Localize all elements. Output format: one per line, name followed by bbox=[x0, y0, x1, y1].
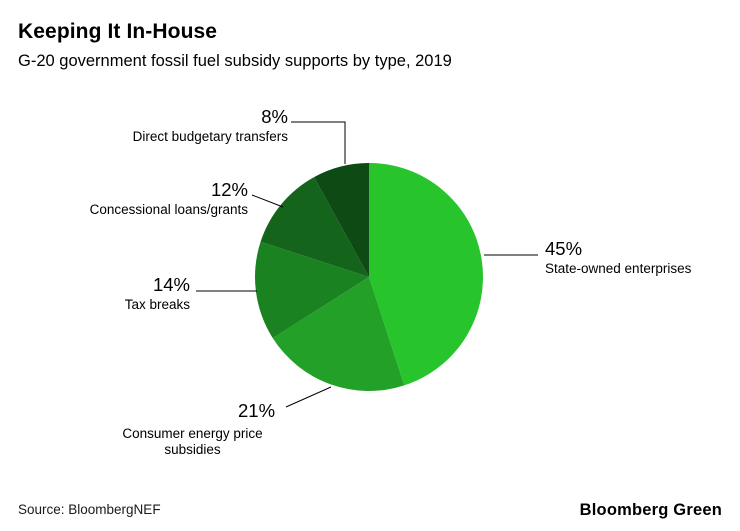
pie-slice-tax-breaks bbox=[255, 241, 369, 339]
chart-subtitle: G-20 government fossil fuel subsidy supp… bbox=[18, 52, 452, 70]
label-state-owned-enterprises: State-owned enterprises bbox=[545, 261, 692, 277]
label-tax-breaks: Tax breaks bbox=[124, 297, 190, 313]
pie-slice-concessional-loans-grants bbox=[260, 177, 369, 277]
source-credit: Source: BloombergNEF bbox=[18, 502, 161, 517]
pct-tax-breaks: 14% bbox=[152, 274, 190, 295]
chart-title: Keeping It In-House bbox=[18, 20, 218, 43]
label-concessional-loans-grants: Concessional loans/grants bbox=[89, 202, 248, 218]
callout-direct-budgetary-transfers: 8% Direct budgetary transfers bbox=[133, 106, 288, 145]
callout-tax-breaks: 14% Tax breaks bbox=[125, 274, 190, 313]
pie-slice-direct-budgetary-transfers bbox=[314, 163, 369, 277]
callout-state-owned-enterprises: 45% State-owned enterprises bbox=[545, 238, 691, 277]
pct-state-owned-enterprises: 45% bbox=[545, 238, 583, 259]
pie-chart bbox=[252, 160, 486, 394]
pie-svg bbox=[255, 163, 484, 391]
pct-concessional-loans-grants: 12% bbox=[210, 179, 248, 200]
pct-consumer-energy-price-subsidies: 21% bbox=[238, 400, 276, 421]
pie-slice-consumer-energy-price-subsidies bbox=[272, 277, 405, 391]
bloomberg-green-logo: Bloomberg Green bbox=[579, 501, 722, 519]
pct-direct-budgetary-transfers: 8% bbox=[261, 106, 288, 127]
label-direct-budgetary-transfers: Direct budgetary transfers bbox=[132, 129, 288, 145]
callout-consumer-energy-pct: 21% bbox=[238, 400, 275, 423]
label-consumer-energy-price-subsidies: Consumer energy price subsidies bbox=[122, 426, 263, 457]
leader-line-direct-budgetary-transfers bbox=[291, 121, 346, 164]
callout-consumer-energy-label: Consumer energy price subsidies bbox=[100, 426, 285, 457]
callout-concessional-loans-grants: 12% Concessional loans/grants bbox=[90, 179, 248, 218]
pie-slice-state-owned-enterprises bbox=[369, 163, 484, 386]
